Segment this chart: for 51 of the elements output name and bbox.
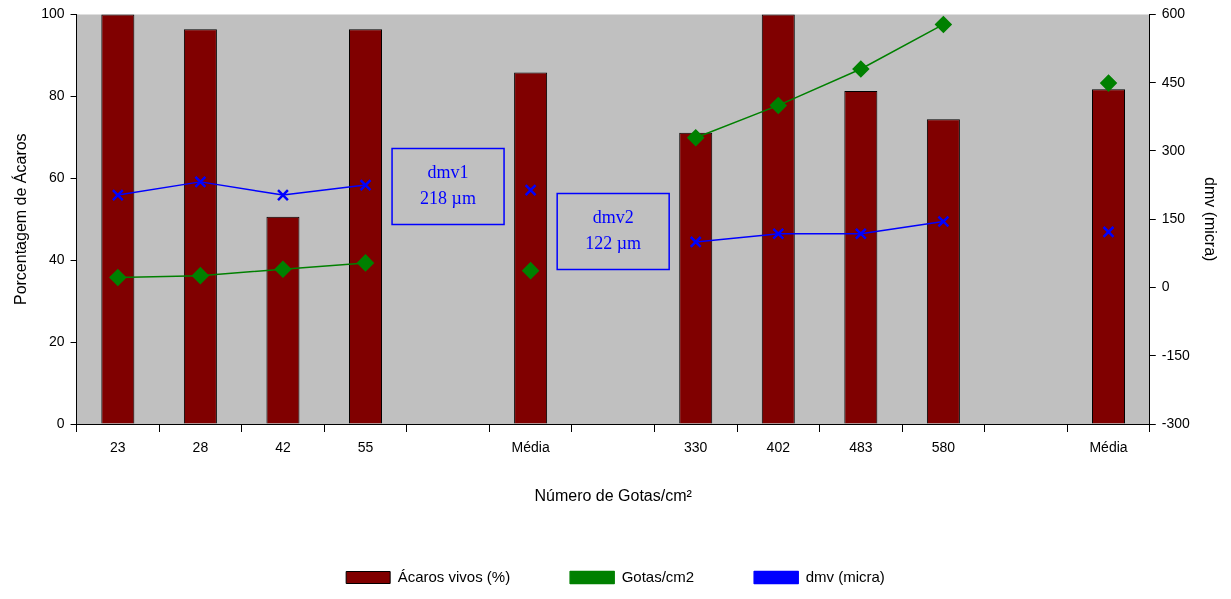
legend-label: Gotas/cm2 bbox=[621, 567, 695, 585]
point bbox=[274, 261, 292, 278]
point bbox=[192, 267, 209, 284]
legend-label: dmv (micra) bbox=[805, 567, 885, 585]
x-tick-label: 28 bbox=[192, 439, 209, 456]
point bbox=[276, 188, 290, 202]
x-tick-label: 580 bbox=[931, 439, 956, 456]
y2-tick-label: 0 bbox=[1161, 278, 1170, 295]
point bbox=[1102, 225, 1115, 239]
point bbox=[852, 60, 870, 78]
point bbox=[937, 215, 950, 228]
x-tick-label: 402 bbox=[766, 439, 791, 456]
annotation: dmv2 122 µm bbox=[585, 207, 642, 254]
y2-tick-label: 600 bbox=[1161, 5, 1186, 22]
y-tick-label: 0 bbox=[56, 414, 65, 431]
y2-tick-label: 450 bbox=[1161, 73, 1186, 90]
x-tick-label: 55 bbox=[357, 439, 374, 456]
y-axis-title: Porcentagem de Ácaros bbox=[11, 133, 30, 306]
point bbox=[935, 16, 952, 33]
x-tick-label: 23 bbox=[110, 439, 126, 456]
x-tick-label: Média bbox=[511, 439, 550, 456]
point bbox=[359, 178, 372, 192]
y-tick-label: 40 bbox=[48, 251, 65, 268]
point bbox=[524, 183, 537, 197]
x-tick-label: 483 bbox=[849, 439, 873, 456]
point bbox=[689, 235, 702, 249]
legend-label: Ácaros vivos (%) bbox=[397, 567, 511, 585]
point bbox=[522, 262, 539, 279]
y2-tick-label: -300 bbox=[1161, 414, 1191, 431]
y2-tick-label: 150 bbox=[1161, 210, 1186, 227]
x-tick-label: Média bbox=[1089, 439, 1128, 456]
y-tick-label: 80 bbox=[48, 87, 65, 104]
y2-tick-label: -150 bbox=[1161, 346, 1191, 363]
y2-axis-title: dmv (micra) bbox=[1201, 176, 1219, 262]
y-tick-label: 60 bbox=[48, 169, 65, 186]
point bbox=[854, 227, 868, 240]
y-tick-label: 100 bbox=[41, 5, 65, 22]
point bbox=[109, 269, 127, 286]
point bbox=[770, 97, 787, 114]
x-tick-label: 330 bbox=[684, 439, 708, 456]
point bbox=[111, 188, 125, 202]
point bbox=[772, 227, 785, 240]
annotation: dmv1 218 µm bbox=[420, 162, 476, 209]
point bbox=[194, 175, 207, 189]
point bbox=[1100, 74, 1117, 92]
x-axis-title: Número de Gotas/cm² bbox=[534, 486, 693, 504]
y-tick-label: 20 bbox=[48, 332, 65, 349]
y2-tick-label: 300 bbox=[1161, 141, 1186, 158]
point bbox=[687, 129, 704, 146]
x-tick-label: 42 bbox=[275, 439, 291, 456]
point bbox=[357, 254, 374, 272]
